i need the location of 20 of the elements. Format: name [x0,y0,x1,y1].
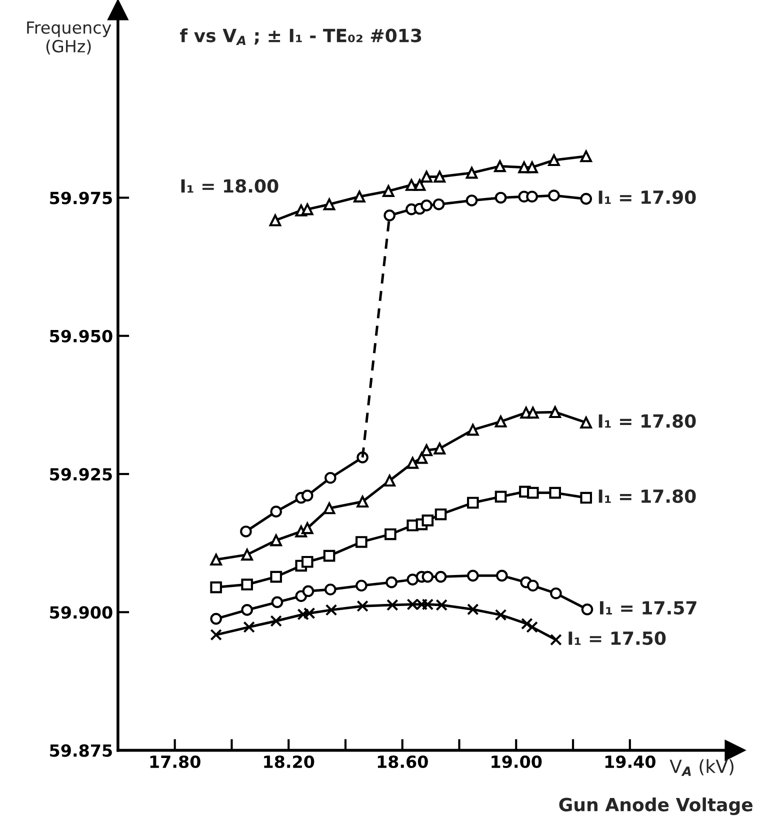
x-tick-label: 19.40 [605,755,656,768]
text: f vs V$_{A}$ ; ± I₁ - TE₀₂ #013 [180,28,422,46]
y-tick-label: 59.900 [50,606,112,619]
series-label: I₁ = 17.50 [568,631,666,646]
y-tick-label: 59.975 [50,192,112,204]
series-label: I₁ = 17.90 [598,190,696,204]
series-label: I₁ = 17.57 [600,601,696,615]
annotation: I₁ = 18.00 [181,179,278,193]
x-tick-label: 17.80 [150,755,200,768]
text: Gun Anode Voltage [559,797,753,816]
y-tick-label: 59.950 [50,330,112,342]
x-axis-title: V$_{A}$ (kV) [670,759,734,776]
series-label: I₁ = 17.80 [598,489,696,504]
x-tick-label: 19.00 [492,755,542,768]
y-tick-label: 59.925 [50,468,112,481]
series-label: I₁ = 17.80 [598,414,696,428]
x-tick-label: 18.20 [264,755,314,768]
y-axis-title: Frequency (GHz) [27,21,112,54]
y-tick-label: 59.875 [50,744,112,757]
x-tick-label: 18.60 [378,755,428,768]
